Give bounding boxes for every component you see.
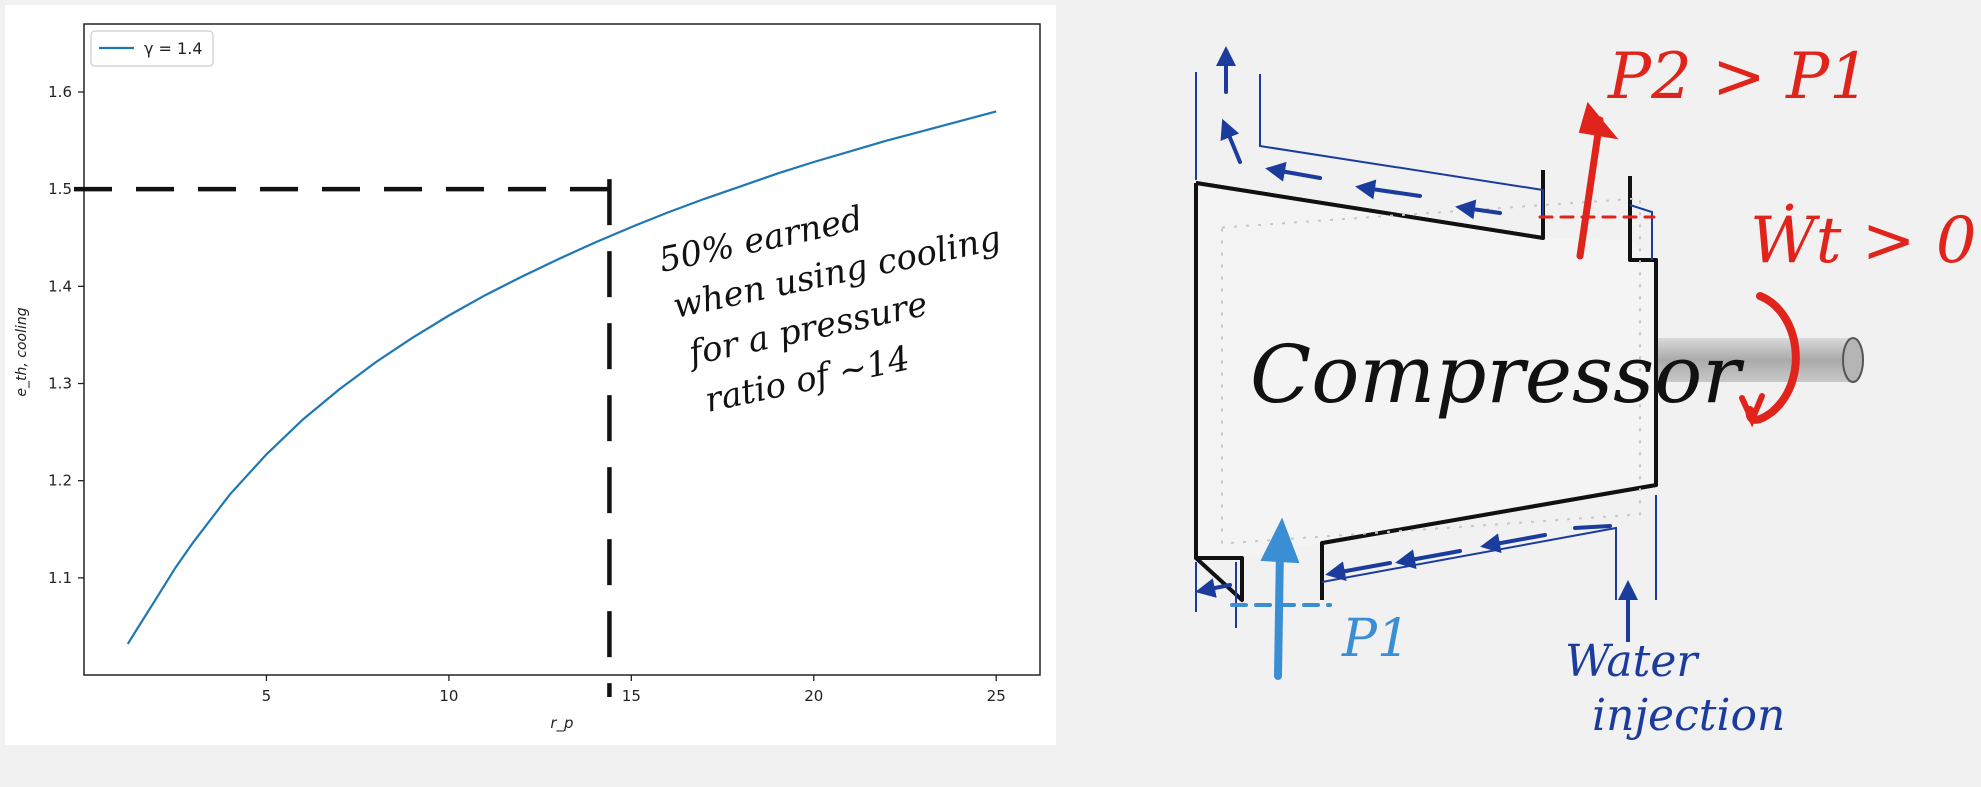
plot-area [83,23,1041,676]
x-tick-label-0: 5 [262,687,272,705]
work-label: Ẇt > 0 [1750,203,1977,278]
water-label-line-2: injection [1592,690,1785,741]
work-rotation-icon [1739,292,1800,428]
y-tick-label-5: 1.6 [48,83,72,101]
outlet-arrow [1538,101,1656,260]
y-tick-label-2: 1.3 [48,375,72,393]
inlet-arrow [1230,517,1332,680]
y-tick-label-0: 1.1 [48,569,72,587]
compressor-dotted-inner [1221,197,1641,545]
legend-label: γ = 1.4 [144,39,203,58]
series-layer [126,110,997,645]
inlet-pressure-label: P1 [1341,609,1410,669]
compressor-diagram: Compressor P2 > P1 Ẇt > 0 P1 Water injec… [1194,40,1977,741]
compressor-body-fill [1196,183,1656,558]
x-tick-label-3: 20 [804,687,823,705]
reference-lines [74,179,625,697]
x-axis: 5 10 15 20 25 [262,675,1006,705]
compressor-title: Compressor [1250,328,1745,421]
y-tick-label-4: 1.5 [48,180,72,198]
outlet-pressure-label: P2 > P1 [1607,40,1870,114]
series-line-0 [126,110,997,645]
y-tick-label-3: 1.4 [48,277,72,295]
duct-flow-arrows-top [1216,46,1502,220]
water-label-line-1: Water [1565,636,1700,687]
diagram-labels: Compressor P2 > P1 Ẇt > 0 P1 Water injec… [1250,40,1977,741]
legend-box [90,30,214,67]
y-axis-label: e_th, cooling [14,307,30,396]
shaft-icon [1653,337,1864,383]
outlet-duct [1195,72,1653,260]
x-tick-label-1: 10 [439,687,458,705]
y-axis: 1.1 1.2 1.3 1.4 1.5 1.6 [48,83,84,587]
duct-flow-arrows-bottom [1195,524,1612,598]
legend: γ = 1.4 [90,30,214,67]
chart-panel: 1.1 1.2 1.3 1.4 1.5 1.6 5 10 15 20 25 γ = 1.4 r_p… [5,5,1056,745]
x-tick-label-4: 25 [987,687,1006,705]
x-axis-label: r_p [550,714,573,733]
y-tick-label-1: 1.2 [48,472,72,490]
x-tick-label-2: 15 [622,687,641,705]
